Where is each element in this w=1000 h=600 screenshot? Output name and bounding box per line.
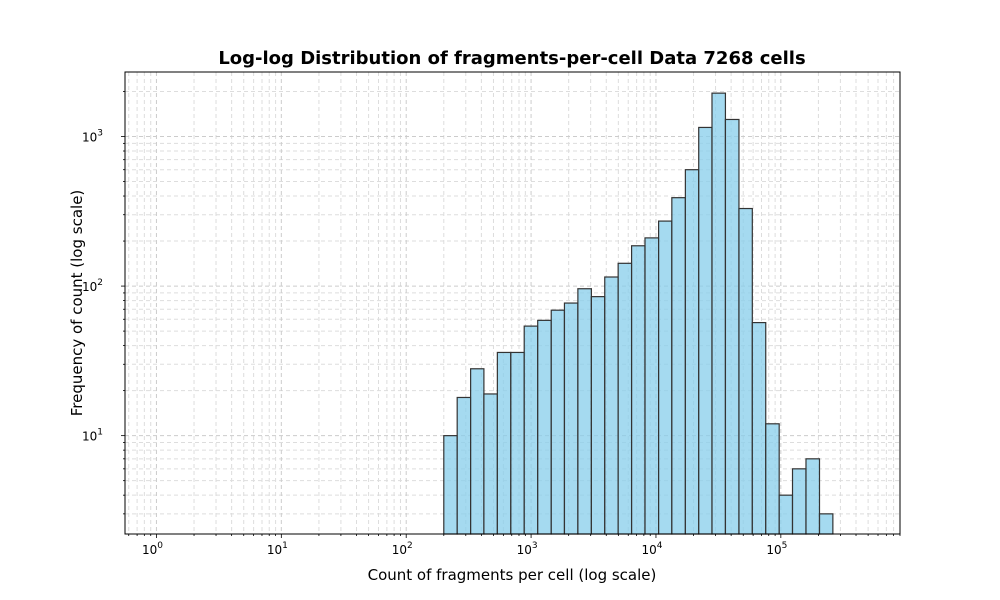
histogram-bars xyxy=(443,92,834,535)
x-tick-label: 104 xyxy=(641,541,662,557)
histogram-bar xyxy=(711,92,727,535)
histogram-bar xyxy=(765,423,780,535)
histogram-bar xyxy=(644,237,660,535)
x-axis-label: Count of fragments per cell (log scale) xyxy=(368,566,657,584)
histogram-bar xyxy=(630,245,646,535)
y-tick-label: 101 xyxy=(82,428,103,444)
histogram-bar xyxy=(671,197,686,535)
histogram-bar xyxy=(443,435,458,535)
histogram-bar xyxy=(483,393,498,535)
histogram-bar xyxy=(658,220,673,535)
histogram-bar xyxy=(590,296,606,535)
histogram-bar xyxy=(805,458,821,535)
histogram-bar xyxy=(751,321,767,535)
histogram-bar xyxy=(550,309,566,535)
histogram-bar xyxy=(778,494,794,535)
histogram-bar xyxy=(563,302,579,535)
y-tick-label: 103 xyxy=(82,129,103,145)
y-axis-ticks: 101 102 103 xyxy=(82,91,125,515)
x-tick-label: 105 xyxy=(766,541,787,557)
histogram-bar xyxy=(724,118,740,535)
histogram-bar xyxy=(523,325,539,535)
histogram-bar xyxy=(698,126,713,535)
histogram-bar xyxy=(496,351,512,535)
histogram-bar xyxy=(456,396,472,535)
histogram-bar xyxy=(684,169,700,535)
x-axis-ticks: 100 101 102 103 104 105 xyxy=(128,534,901,557)
x-tick-label: 102 xyxy=(392,541,413,557)
y-axis-label: Frequency of count (log scale) xyxy=(68,190,86,417)
plot-frame xyxy=(124,71,901,535)
histogram-bar xyxy=(577,288,592,535)
histogram-bar xyxy=(617,262,633,535)
x-tick-label: 100 xyxy=(142,541,163,557)
x-tick-label: 101 xyxy=(267,541,288,557)
x-tick-label: 103 xyxy=(517,541,538,557)
histogram-bar xyxy=(604,276,619,535)
histogram-bar xyxy=(470,368,485,535)
histogram-bar xyxy=(791,468,807,535)
histogram-bar xyxy=(537,319,552,535)
histogram-bar xyxy=(738,207,753,535)
histogram-bar xyxy=(510,351,525,535)
histogram-bar xyxy=(818,513,834,535)
y-tick-label: 102 xyxy=(82,278,103,294)
chart-title: Log-log Distribution of fragments-per-ce… xyxy=(218,48,805,69)
